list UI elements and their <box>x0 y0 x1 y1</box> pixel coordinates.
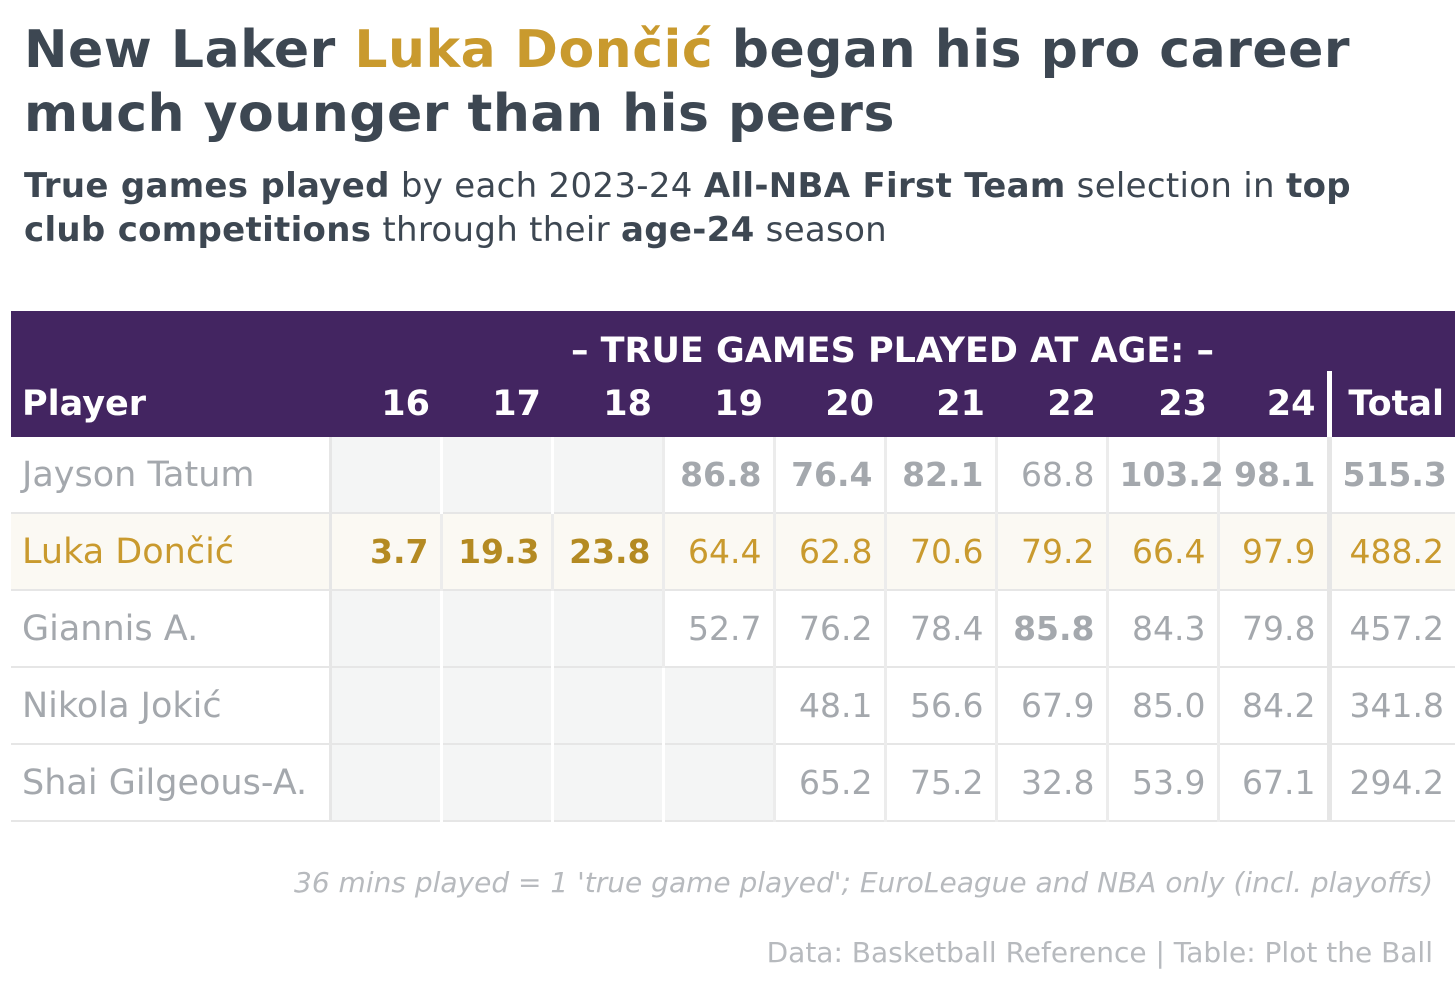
column-header-age-22: 22 <box>996 371 1107 437</box>
value-cell: 98.1 <box>1216 437 1329 514</box>
value-cell <box>661 744 774 822</box>
column-header-total: Total <box>1326 371 1455 437</box>
table-row: Jayson Tatum 86.8 76.4 82.1 68.8 103.2 98.1 515… <box>11 437 1455 514</box>
subtitle-bold-4: age-24 <box>621 210 755 250</box>
source-credit: Data: Basketball Reference | Table: Plot… <box>766 936 1433 969</box>
value-cell: 70.6 <box>883 513 996 591</box>
value-cell: 86.8 <box>661 437 774 514</box>
subtitle-bold-1: True games played <box>24 166 390 206</box>
value-cell <box>661 667 774 745</box>
value-cell: 67.1 <box>1216 744 1329 822</box>
value-cell: 85.8 <box>994 590 1107 668</box>
total-cell: 341.8 <box>1326 667 1455 745</box>
value-cell: 56.6 <box>883 667 996 745</box>
total-cell: 515.3 <box>1326 437 1455 514</box>
column-header-age-24: 24 <box>1218 371 1329 437</box>
player-name: Jayson Tatum <box>11 437 332 514</box>
value-cell: 84.3 <box>1105 590 1218 668</box>
value-cell: 66.4 <box>1105 513 1218 591</box>
value-cell: 53.9 <box>1105 744 1218 822</box>
value-cell <box>550 744 663 822</box>
value-cell: 79.8 <box>1216 590 1329 668</box>
banner-spacer <box>11 311 330 371</box>
footnote: 36 mins played = 1 'true game played'; E… <box>294 866 1433 899</box>
column-header-row: Player 16 17 18 19 20 21 22 23 24 Total <box>11 371 1455 437</box>
column-header-player: Player <box>11 371 330 437</box>
value-cell: 79.2 <box>994 513 1107 591</box>
table-row: Luka Dončić 3.7 19.3 23.8 64.4 62.8 70.6 79.2 66… <box>11 513 1455 591</box>
player-name: Nikola Jokić <box>11 667 332 745</box>
value-cell: 75.2 <box>883 744 996 822</box>
title-part-1: New Laker <box>24 20 355 80</box>
value-cell: 84.2 <box>1216 667 1329 745</box>
total-cell: 294.2 <box>1326 744 1455 822</box>
table-row: Nikola Jokić 48.1 56.6 67.9 85.0 84.2 341.8 <box>11 667 1455 745</box>
column-header-age-21: 21 <box>885 371 996 437</box>
column-header-age-20: 20 <box>774 371 885 437</box>
chart-title: New Laker Luka Dončić began his pro care… <box>24 18 1434 146</box>
column-header-age-19: 19 <box>663 371 774 437</box>
column-header-age-16: 16 <box>330 371 441 437</box>
player-name: Luka Dončić <box>11 513 332 591</box>
title-part-2: began his pro career much younger than h… <box>24 20 1351 144</box>
value-cell: 85.0 <box>1105 667 1218 745</box>
subtitle-bold-3: top club competitions <box>24 166 1351 250</box>
table-row: Shai Gilgeous-A. 65.2 75.2 32.8 53.9 67.1 294.… <box>11 744 1455 822</box>
value-cell: 76.2 <box>772 590 885 668</box>
value-cell: 23.8 <box>550 513 663 591</box>
total-cell: 457.2 <box>1326 590 1455 668</box>
player-name: Giannis A. <box>11 590 332 668</box>
value-cell <box>550 590 663 668</box>
title-highlight: Luka Dončić <box>354 20 714 80</box>
column-header-age-23: 23 <box>1107 371 1218 437</box>
value-cell: 62.8 <box>772 513 885 591</box>
subtitle-text-1: by each 2023-24 <box>389 166 704 206</box>
value-cell <box>439 667 552 745</box>
value-cell <box>328 437 441 514</box>
value-cell <box>550 437 663 514</box>
value-cell <box>439 744 552 822</box>
value-cell: 67.9 <box>994 667 1107 745</box>
table-body: Jayson Tatum 86.8 76.4 82.1 68.8 103.2 98.1 515… <box>11 437 1455 822</box>
value-cell <box>328 667 441 745</box>
value-cell <box>328 744 441 822</box>
value-cell: 32.8 <box>994 744 1107 822</box>
value-cell: 52.7 <box>661 590 774 668</box>
total-cell: 488.2 <box>1326 513 1455 591</box>
player-name: Shai Gilgeous-A. <box>11 744 332 822</box>
value-cell: 82.1 <box>883 437 996 514</box>
chart-subtitle: True games played by each 2023-24 All-NB… <box>24 164 1434 252</box>
subtitle-bold-2: All-NBA First Team <box>703 166 1066 206</box>
subtitle-text-3: through their <box>371 210 621 250</box>
subtitle-text-2: selection in <box>1065 166 1287 206</box>
value-cell <box>328 590 441 668</box>
value-cell: 78.4 <box>883 590 996 668</box>
value-cell: 64.4 <box>661 513 774 591</box>
column-header-age-18: 18 <box>552 371 663 437</box>
value-cell <box>439 590 552 668</box>
value-cell: 76.4 <box>772 437 885 514</box>
value-cell: 65.2 <box>772 744 885 822</box>
age-banner: – TRUE GAMES PLAYED AT AGE: – <box>330 311 1455 371</box>
value-cell: 68.8 <box>994 437 1107 514</box>
table-row: Giannis A. 52.7 76.2 78.4 85.8 84.3 79.8 457.2 <box>11 590 1455 668</box>
subtitle-text-4: season <box>754 210 888 250</box>
value-cell: 3.7 <box>328 513 441 591</box>
column-header-age-17: 17 <box>441 371 552 437</box>
value-cell <box>439 437 552 514</box>
games-table: – TRUE GAMES PLAYED AT AGE: – Player 16 17… <box>11 311 1455 822</box>
value-cell: 103.2 <box>1105 437 1224 514</box>
value-cell <box>550 667 663 745</box>
value-cell: 97.9 <box>1216 513 1329 591</box>
value-cell: 48.1 <box>772 667 885 745</box>
value-cell: 19.3 <box>439 513 552 591</box>
